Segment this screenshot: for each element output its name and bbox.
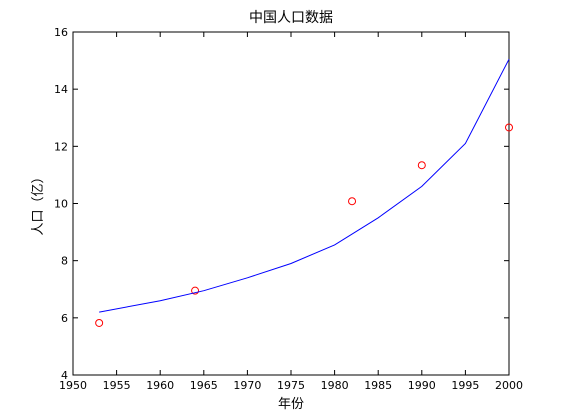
x-axis-label: 年份 (278, 397, 304, 412)
series-layer (95, 58, 513, 327)
y-tick-label: 10 (54, 198, 68, 211)
y-tick-label: 6 (61, 312, 68, 325)
y-tick-label: 8 (61, 255, 68, 268)
x-tick-label: 1985 (364, 379, 392, 392)
x-tick-label: 1980 (321, 379, 349, 392)
x-axis: 1950 1955 1960 1965 1970 1975 1980 1985 1990 1995… (59, 32, 523, 392)
x-tick-label: 1995 (451, 379, 479, 392)
chart-title: 中国人口数据 (249, 10, 333, 26)
y-tick-label: 14 (54, 83, 68, 96)
x-tick-label: 1975 (277, 379, 305, 392)
data-point-1990 (417, 161, 426, 170)
data-point-2000 (505, 123, 513, 132)
y-axis-label: 人口（亿） (31, 170, 46, 235)
x-tick-label: 1955 (103, 379, 131, 392)
data-point-1982 (348, 197, 357, 206)
x-tick-label: 1950 (59, 379, 87, 392)
y-tick-label: 16 (54, 26, 68, 39)
data-point-1953 (95, 318, 104, 327)
x-tick-label: 1960 (146, 379, 174, 392)
plot-area (72, 31, 510, 376)
data-point-1964 (191, 286, 200, 295)
x-tick-label: 1970 (233, 379, 261, 392)
fit-curve-line (99, 58, 510, 313)
x-tick-label: 1965 (190, 379, 218, 392)
x-tick-label: 2000 (495, 379, 523, 392)
y-tick-label: 12 (54, 140, 68, 153)
y-axis: 4 6 8 10 12 14 16 (54, 26, 509, 382)
y-tick-label: 4 (61, 369, 68, 382)
x-tick-label: 1990 (408, 379, 436, 392)
